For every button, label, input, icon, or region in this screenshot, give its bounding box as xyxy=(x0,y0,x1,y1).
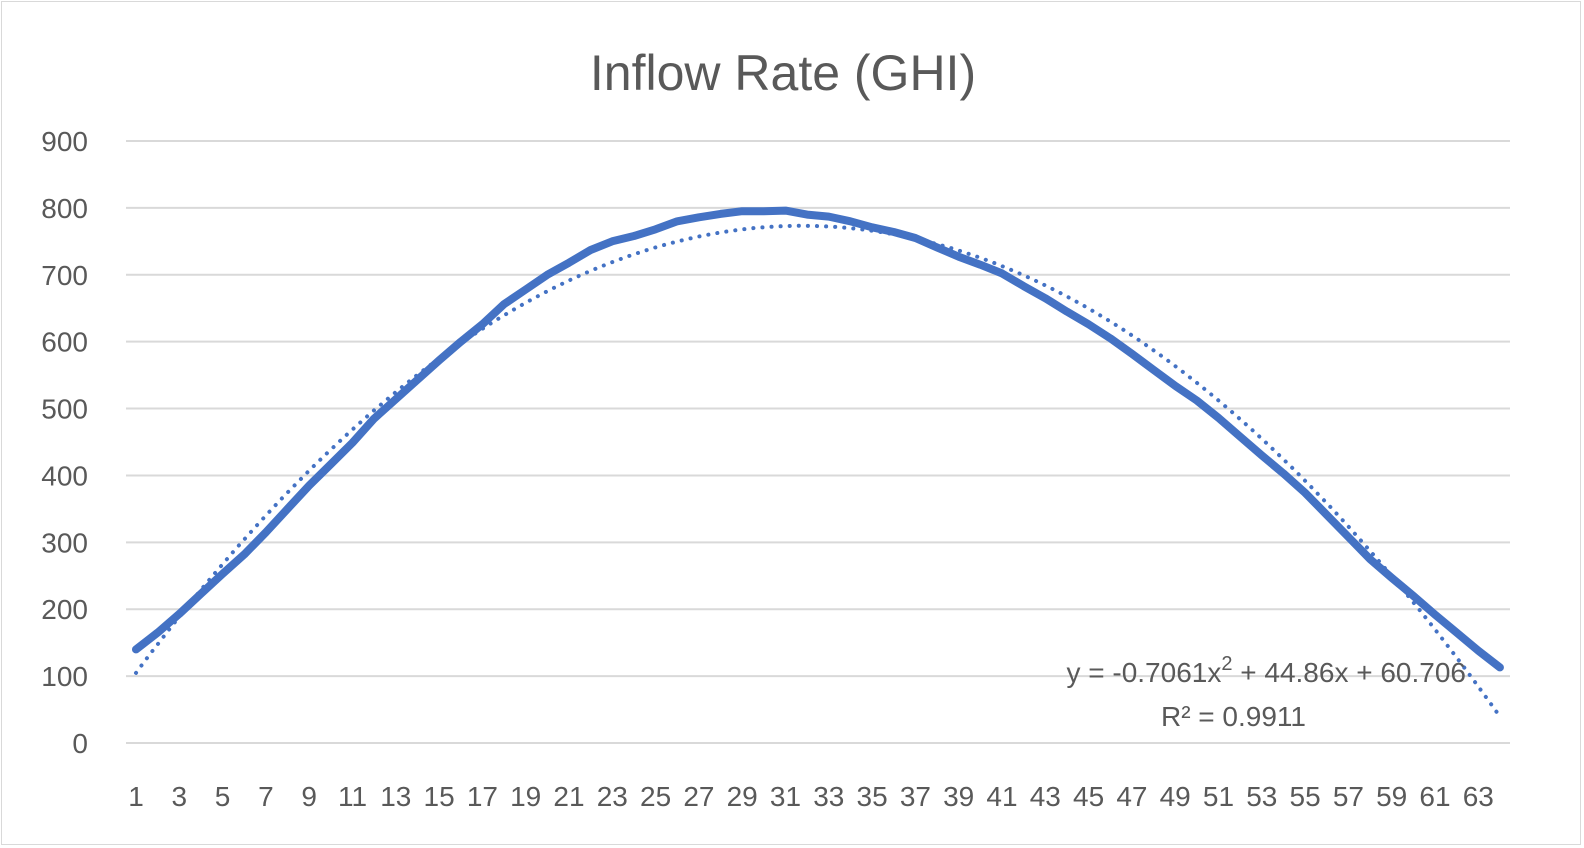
y-tick-label: 700 xyxy=(41,260,88,291)
series-points xyxy=(135,210,1501,668)
y-tick-label: 100 xyxy=(41,661,88,692)
trendline-equation-suffix: + 44.86x + 60.706 xyxy=(1232,657,1466,688)
trendline-r2: R² = 0.9911 xyxy=(1161,701,1306,732)
x-tick-label: 31 xyxy=(770,781,801,812)
x-tick-label: 33 xyxy=(813,781,844,812)
x-tick-label: 39 xyxy=(943,781,974,812)
chart-title: Inflow Rate (GHI) xyxy=(589,45,977,101)
x-tick-label: 47 xyxy=(1116,781,1147,812)
y-tick-label: 300 xyxy=(41,527,88,558)
x-tick-label: 61 xyxy=(1419,781,1450,812)
y-tick-label: 800 xyxy=(41,193,88,224)
trendline-equation: y = -0.7061x2 + 44.86x + 60.706 xyxy=(1066,653,1466,688)
x-tick-label: 13 xyxy=(380,781,411,812)
x-tick-label: 55 xyxy=(1290,781,1321,812)
x-tick-label: 5 xyxy=(215,781,231,812)
x-tick-label: 63 xyxy=(1463,781,1494,812)
x-tick-label: 43 xyxy=(1030,781,1061,812)
x-tick-label: 1 xyxy=(128,781,144,812)
trendline xyxy=(134,223,1502,719)
y-tick-label: 0 xyxy=(72,728,88,759)
trendline-equation-prefix: y = -0.7061x xyxy=(1066,657,1221,688)
x-tick-label: 59 xyxy=(1376,781,1407,812)
x-tick-label: 45 xyxy=(1073,781,1104,812)
x-tick-label: 51 xyxy=(1203,781,1234,812)
x-tick-label: 11 xyxy=(338,781,367,812)
x-tick-label: 3 xyxy=(172,781,188,812)
gridlines xyxy=(126,140,1510,744)
x-tick-label: 27 xyxy=(683,781,714,812)
x-tick-label: 35 xyxy=(857,781,888,812)
x-tick-label: 57 xyxy=(1333,781,1364,812)
y-tick-label: 200 xyxy=(41,594,88,625)
x-tick-label: 41 xyxy=(986,781,1017,812)
x-axis-ticks: 1 3 5 7 9 11 13 15 17 19 21 23 25 27 29 31 33 35 37 39 41 43 4… xyxy=(128,781,1494,812)
y-tick-label: 400 xyxy=(41,460,88,491)
series-line xyxy=(132,206,1504,672)
x-tick-label: 53 xyxy=(1246,781,1277,812)
x-tick-label: 21 xyxy=(553,781,584,812)
x-tick-label: 23 xyxy=(597,781,628,812)
trendline-equation-exponent: 2 xyxy=(1221,653,1232,675)
y-tick-label: 900 xyxy=(41,126,88,157)
x-tick-label: 17 xyxy=(467,781,498,812)
x-tick-label: 37 xyxy=(900,781,931,812)
x-tick-label: 7 xyxy=(258,781,274,812)
y-tick-label: 600 xyxy=(41,327,88,358)
x-tick-label: 15 xyxy=(424,781,455,812)
y-axis-ticks: 0 100 200 300 400 500 600 700 800 900 xyxy=(41,126,88,759)
x-tick-label: 49 xyxy=(1160,781,1191,812)
x-tick-label: 25 xyxy=(640,781,671,812)
x-tick-label: 9 xyxy=(301,781,317,812)
x-tick-label: 29 xyxy=(727,781,758,812)
x-tick-label: 19 xyxy=(510,781,541,812)
y-tick-label: 500 xyxy=(41,394,88,425)
